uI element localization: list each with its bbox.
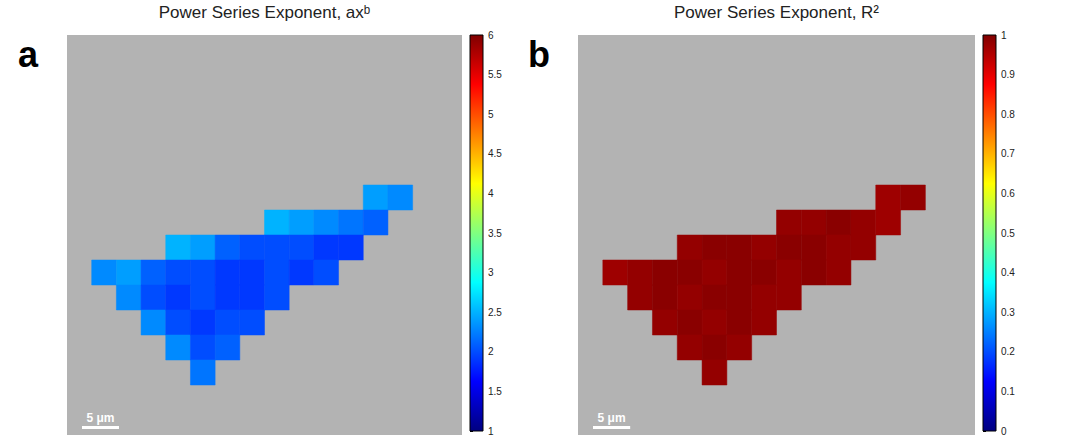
svg-text:1: 1 — [1001, 30, 1007, 41]
svg-text:1.5: 1.5 — [488, 386, 502, 397]
svg-text:0.4: 0.4 — [1001, 267, 1015, 278]
svg-text:Power Series Exponent, axᵇ: Power Series Exponent, axᵇ — [159, 3, 370, 22]
svg-text:b: b — [528, 34, 550, 75]
svg-text:3.5: 3.5 — [488, 228, 502, 239]
svg-text:4: 4 — [488, 188, 494, 199]
svg-text:0.7: 0.7 — [1001, 148, 1015, 159]
svg-text:0: 0 — [1001, 426, 1007, 437]
svg-text:1: 1 — [488, 426, 494, 437]
svg-text:0.1: 0.1 — [1001, 386, 1015, 397]
svg-text:0.5: 0.5 — [1001, 228, 1015, 239]
svg-text:Power Series Exponent, R²: Power Series Exponent, R² — [674, 3, 879, 22]
svg-text:0.6: 0.6 — [1001, 188, 1015, 199]
svg-text:0.2: 0.2 — [1001, 346, 1015, 357]
svg-text:5 μm: 5 μm — [86, 411, 114, 425]
svg-text:4.5: 4.5 — [488, 148, 502, 159]
svg-text:3: 3 — [488, 267, 494, 278]
svg-text:2.5: 2.5 — [488, 307, 502, 318]
svg-text:5: 5 — [488, 109, 494, 120]
svg-text:6: 6 — [488, 30, 494, 41]
svg-text:0.3: 0.3 — [1001, 307, 1015, 318]
svg-text:a: a — [18, 34, 39, 75]
svg-text:5 μm: 5 μm — [598, 411, 626, 425]
svg-text:0.8: 0.8 — [1001, 109, 1015, 120]
svg-text:0.9: 0.9 — [1001, 69, 1015, 80]
svg-text:2: 2 — [488, 346, 494, 357]
svg-text:5.5: 5.5 — [488, 69, 502, 80]
